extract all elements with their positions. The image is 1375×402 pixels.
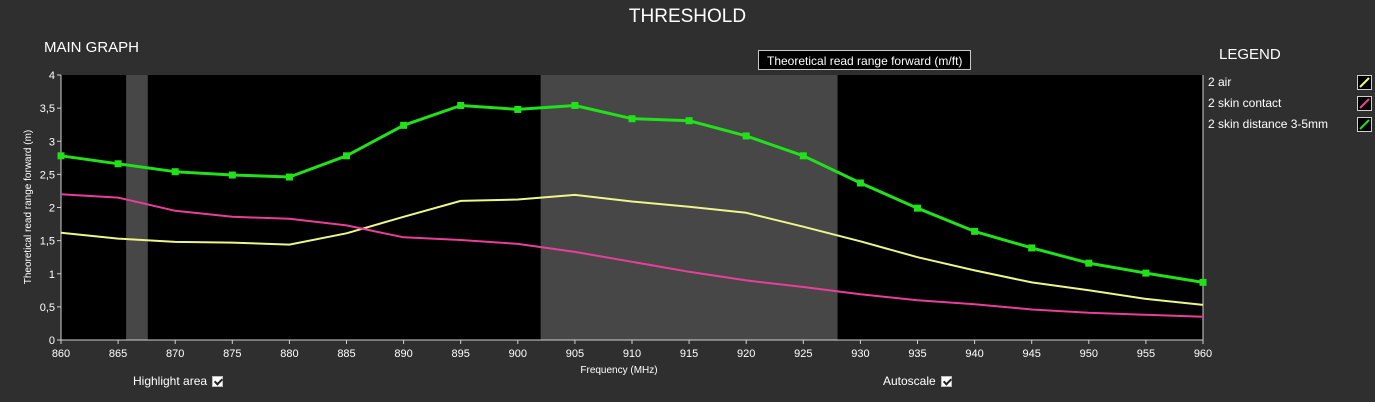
series-point [914,204,921,212]
x-tick-label: 905 [566,348,584,360]
x-tick-label: 915 [680,348,698,360]
series-point [856,179,864,187]
x-tick-label: 875 [223,348,241,360]
series-point [343,152,350,160]
legend-swatch[interactable] [1357,75,1372,90]
series-point [285,173,293,181]
legend-swatch[interactable] [1357,117,1372,132]
x-tick-label: 930 [851,348,869,360]
x-tick-label: 860 [52,348,70,360]
x-tick-label: 925 [794,348,812,360]
series-point [1199,278,1207,286]
series-point [1142,269,1150,277]
x-tick-label: 955 [1137,348,1155,360]
x-tick-label: 960 [1194,348,1212,360]
series-point [57,152,65,160]
series-point [400,121,408,129]
x-tick-label: 935 [908,348,926,360]
autoscale-label: Autoscale [883,374,936,388]
y-axis-label: Theoretical read range forward (m) [23,130,34,285]
series-point [228,171,236,179]
main-graph-label: MAIN GRAPH [44,39,140,56]
chart-title: THRESHOLD [628,6,747,27]
x-axis-label: Frequency (MHz) [580,365,657,376]
series-point [742,132,750,140]
y-tick-label: 2 [49,203,55,215]
series-point [685,117,693,125]
x-tick-label: 865 [109,348,127,360]
legend-swatch[interactable] [1357,96,1372,111]
y-tick-label: 3,5 [40,103,55,115]
legend-swatch-line [1359,77,1370,88]
series-point [971,227,979,235]
legend-item-label: 2 skin contact [1208,96,1282,110]
legend-swatch-line [1359,98,1370,109]
autoscale-checkbox[interactable] [940,375,952,387]
series-point [628,115,636,123]
tooltip: Theoretical read range forward (m/ft) [758,50,972,70]
series-point [1085,259,1093,267]
highlight-band [126,75,148,340]
series-point [571,101,579,109]
x-tick-label: 870 [166,348,184,360]
x-tick-label: 895 [452,348,470,360]
series-point [514,105,522,113]
legend-title: LEGEND [1219,46,1281,63]
y-tick-label: 0,5 [40,302,55,314]
y-tick-label: 4 [49,70,55,82]
highlight-area-checkbox[interactable] [212,375,224,387]
autoscale-toggle[interactable]: Autoscale [883,374,952,388]
series-line-2 [60,193,1204,318]
y-tick-label: 3 [49,136,55,148]
series-point [171,168,179,176]
legend-swatch-line [1359,119,1370,130]
x-tick-label: 910 [623,348,641,360]
x-tick-label: 940 [965,348,983,360]
highlight-area-label: Highlight area [133,374,208,388]
x-tick-label: 880 [280,348,298,360]
legend-item-label: 2 air [1208,75,1232,89]
x-tick-label: 920 [737,348,755,360]
x-tick-label: 885 [337,348,355,360]
x-tick-label: 945 [1023,348,1041,360]
series-line-1 [60,193,1204,306]
legend-item-label: 2 skin distance 3-5mm [1208,117,1329,131]
y-tick-label: 2,5 [40,169,55,181]
series-point [1028,244,1036,252]
series-point [114,160,122,168]
series-point [799,152,807,160]
y-tick-label: 1,5 [40,236,55,248]
series-point [457,101,465,109]
y-tick-label: 1 [49,269,55,281]
x-tick-label: 950 [1080,348,1098,360]
x-tick-label: 900 [509,348,527,360]
y-tick-label: 0 [49,335,55,347]
highlight-area-toggle[interactable]: Highlight area [133,374,224,388]
x-tick-label: 890 [394,348,412,360]
